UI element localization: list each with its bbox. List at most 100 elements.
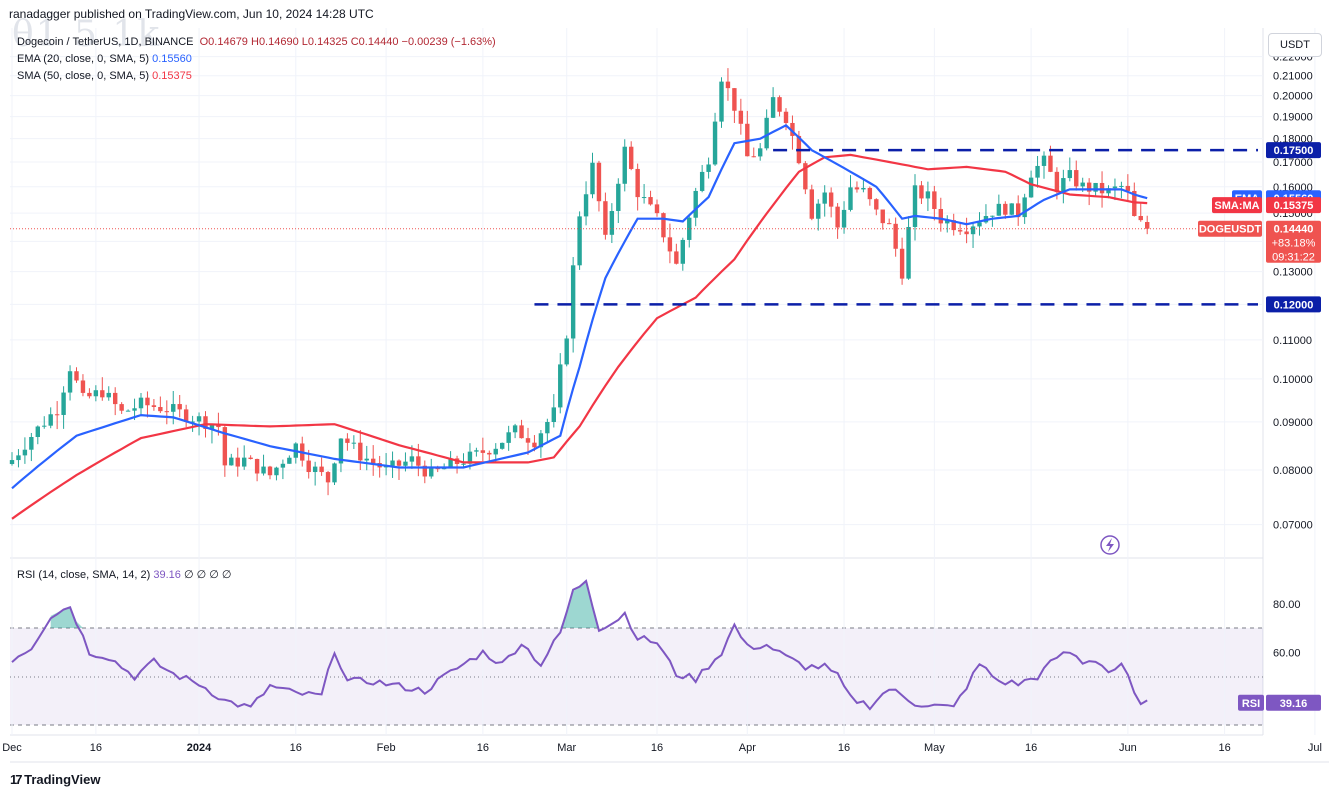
candle (551, 407, 556, 422)
last-price-bg (1266, 220, 1321, 263)
ohlc-close: C0.14440 (350, 36, 399, 48)
candle (816, 203, 821, 219)
candle (500, 442, 505, 449)
candle (583, 194, 589, 217)
candle (996, 203, 1002, 216)
candle (899, 248, 905, 279)
candle (828, 192, 834, 207)
ema-legend[interactable]: EMA (20, close, 0, SMA, 5) 0.15560 (17, 53, 192, 65)
candle (1028, 177, 1034, 198)
candle (1067, 170, 1072, 179)
rsi-value-tag-bg (1266, 694, 1321, 711)
candle (280, 463, 286, 468)
candle (332, 463, 337, 483)
candle (222, 427, 228, 466)
y-tick-label: 0.20000 (1273, 91, 1313, 103)
y-tick-label: 0.11000 (1273, 335, 1312, 347)
candle (138, 397, 144, 409)
candle (977, 222, 982, 227)
candle (22, 449, 28, 456)
candle (80, 380, 86, 393)
x-tick-label: Apr (739, 742, 756, 754)
x-tick-label: Jun (1119, 742, 1137, 754)
candle (358, 442, 363, 461)
candle (512, 425, 518, 433)
candle (164, 411, 169, 413)
candle (712, 121, 718, 165)
candle (732, 88, 737, 111)
x-tick-label: 16 (1025, 742, 1037, 754)
rsi-legend[interactable]: RSI (14, close, SMA, 14, 2) 39.16 ∅ ∅ ∅ … (17, 568, 231, 581)
candle (351, 442, 357, 444)
candle (841, 209, 847, 228)
candle (74, 371, 79, 381)
sma-value-tag-bg (1266, 197, 1321, 214)
candle (480, 450, 486, 453)
rsi-value-tag: 39.16 (1280, 698, 1308, 710)
candle (145, 397, 150, 406)
candle (125, 410, 131, 412)
candle (674, 251, 679, 264)
candle (545, 421, 550, 434)
price-pane[interactable] (10, 28, 1263, 558)
support-tag-bg (1266, 296, 1321, 313)
candle (1048, 155, 1053, 172)
candle (1074, 170, 1079, 187)
candle (951, 220, 956, 231)
candle (493, 448, 498, 455)
ohlc-open: O0.14679 (199, 36, 248, 48)
candle (564, 338, 569, 365)
candle (467, 451, 473, 464)
rsi-label-tag: RSI (1242, 698, 1260, 710)
sma-legend[interactable]: SMA (50, close, 0, SMA, 5) 0.15375 (17, 70, 192, 82)
candle (532, 442, 537, 448)
candle (764, 117, 769, 149)
x-tick-label: Dec (2, 742, 22, 754)
rsi-overbought-fill (560, 579, 599, 628)
x-tick-label: Feb (377, 742, 396, 754)
candle (822, 192, 827, 204)
candle (641, 197, 647, 199)
candle (42, 425, 47, 427)
candle (1009, 203, 1014, 215)
candle (906, 226, 911, 279)
rsi-tick-label: 60.00 (1273, 647, 1301, 659)
candle (790, 122, 795, 136)
tradingview-logo[interactable]: 17 TradingView (10, 772, 100, 787)
candle (371, 458, 376, 464)
candle (190, 421, 195, 423)
candle (312, 466, 318, 473)
candle (87, 392, 92, 397)
rsi-tick-label: 80.00 (1273, 599, 1301, 611)
x-tick-label: 16 (290, 742, 302, 754)
candle (706, 164, 711, 172)
candle (809, 189, 814, 219)
sma-label: SMA (50, close, 0, SMA, 5) (17, 70, 150, 82)
candle (461, 463, 466, 465)
candle (248, 457, 253, 459)
x-tick-label: Mar (557, 742, 576, 754)
candle (880, 209, 885, 224)
candle (209, 425, 215, 429)
candle (113, 392, 118, 405)
y-tick-label: 0.10000 (1273, 374, 1313, 386)
support-tag: 0.12000 (1274, 299, 1314, 311)
y-tick-label: 0.19000 (1273, 112, 1313, 124)
candle (1099, 182, 1105, 194)
currency-button[interactable]: USDT (1268, 33, 1322, 57)
candle (409, 456, 415, 462)
sma-label-tag: SMA:MA (1214, 200, 1259, 212)
x-tick-label: 16 (1218, 742, 1230, 754)
candle (35, 426, 40, 438)
sma-label-tag-bg (1212, 197, 1262, 214)
candle (29, 437, 34, 450)
candle (1035, 165, 1040, 178)
candle (1054, 171, 1060, 193)
y-tick-label: 0.21000 (1273, 71, 1313, 83)
candle (67, 371, 73, 393)
candle (938, 208, 943, 224)
lightning-icon[interactable] (1100, 535, 1120, 555)
candle (887, 223, 892, 225)
symbol-legend[interactable]: Dogecoin / TetherUS, 1D, BINANCE O0.1467… (17, 36, 496, 48)
